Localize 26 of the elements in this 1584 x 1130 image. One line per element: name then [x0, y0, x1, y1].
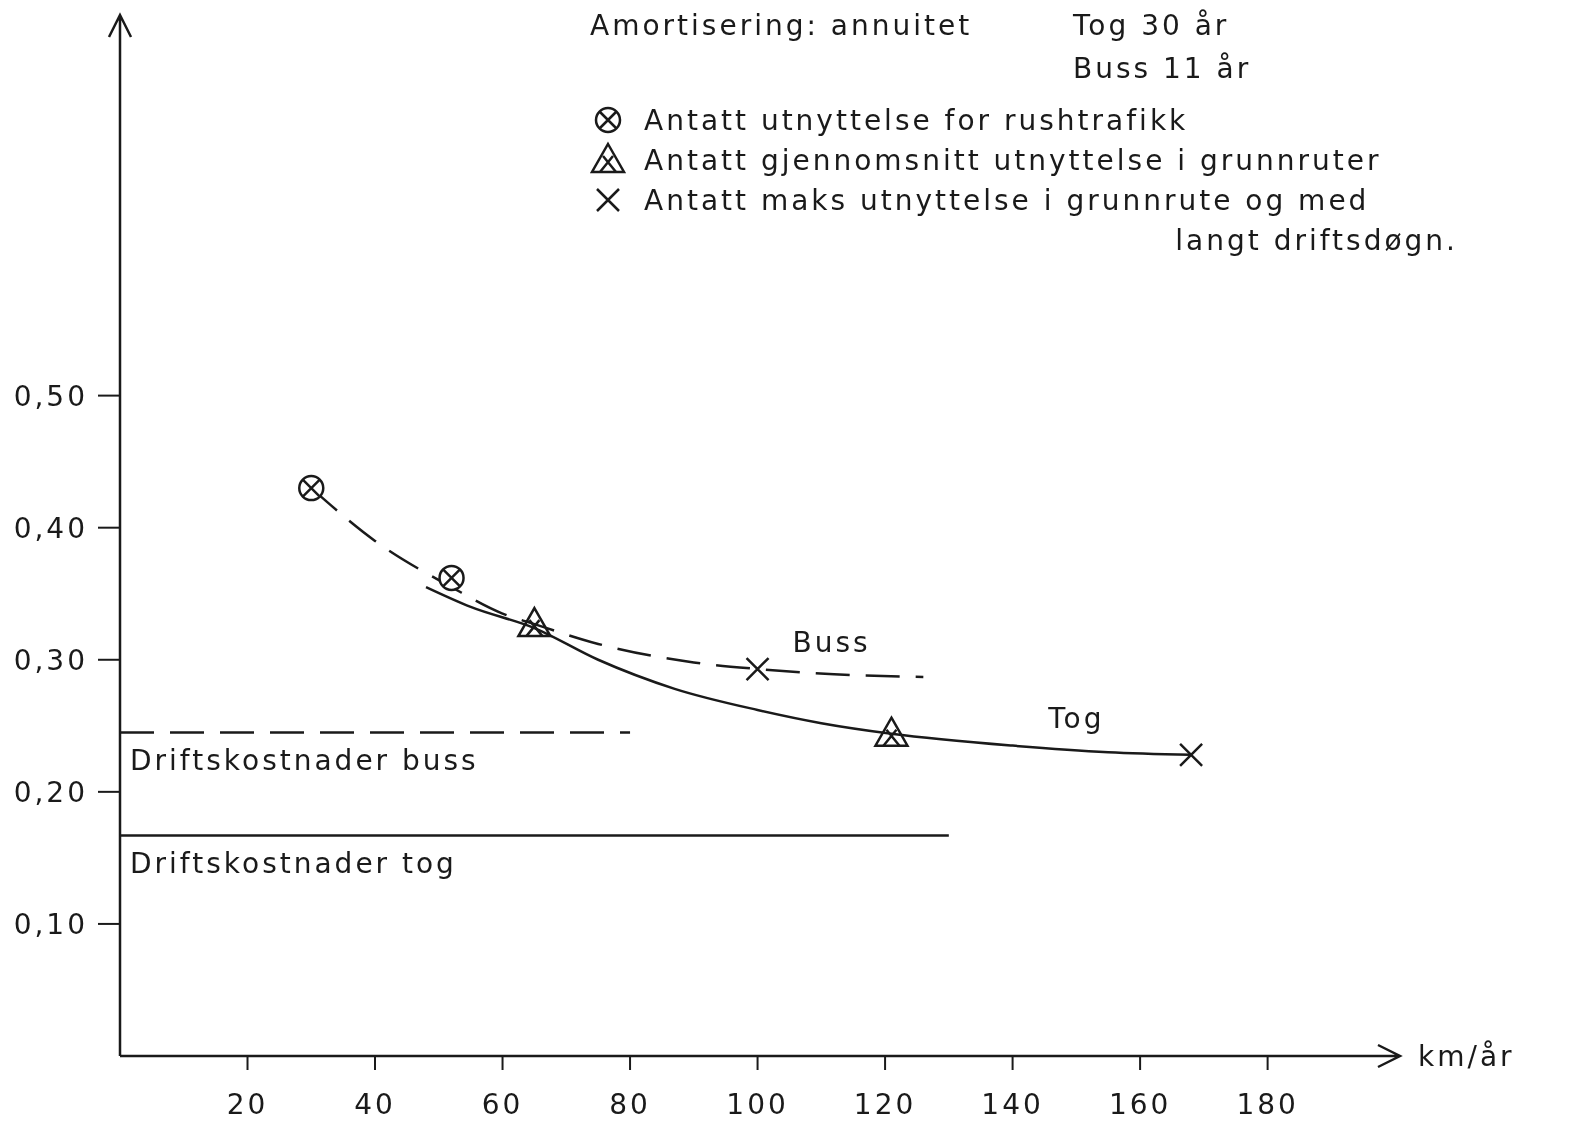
x-tick-label: 80	[609, 1088, 651, 1121]
x-tick-label: 180	[1236, 1088, 1299, 1121]
x-tick-label: 160	[1108, 1088, 1172, 1121]
legend-label: Antatt utnyttelse for rushtrafikk	[644, 104, 1189, 137]
y-tick-label: 0,50	[13, 379, 88, 413]
x-tick-label: 100	[726, 1088, 789, 1121]
x-tick-label: 60	[481, 1088, 524, 1121]
series-label: Driftskostnader buss	[130, 744, 479, 778]
legend-label: Antatt maks utnyttelse i grunnrute og med langt driftsdøgn.	[644, 184, 1458, 257]
annotation: Amortisering: annuitet	[590, 9, 973, 42]
y-tick-label: 0,20	[13, 775, 88, 809]
y-tick-label: 0,30	[13, 643, 88, 677]
series-label: Driftskostnader tog	[130, 847, 457, 881]
point	[438, 564, 465, 592]
series-label: Tog	[1047, 702, 1105, 736]
x-tick-label: 140	[981, 1088, 1044, 1121]
legend-label: Antatt gjennomsnitt utnyttelse i grunnruter	[644, 144, 1382, 177]
x-tick-label: 120	[853, 1088, 917, 1121]
x-tick-label: 40	[354, 1088, 396, 1121]
y-tick-label: 0,10	[13, 907, 88, 941]
x-axis-title: km/år	[1418, 1040, 1515, 1073]
series-label: Buss	[792, 626, 871, 660]
annotation: Buss 11 år	[1073, 52, 1252, 85]
x-tick-label: 20	[226, 1088, 269, 1121]
y-tick-label: 0,40	[13, 511, 88, 545]
annotation: Tog 30 år	[1072, 9, 1230, 42]
